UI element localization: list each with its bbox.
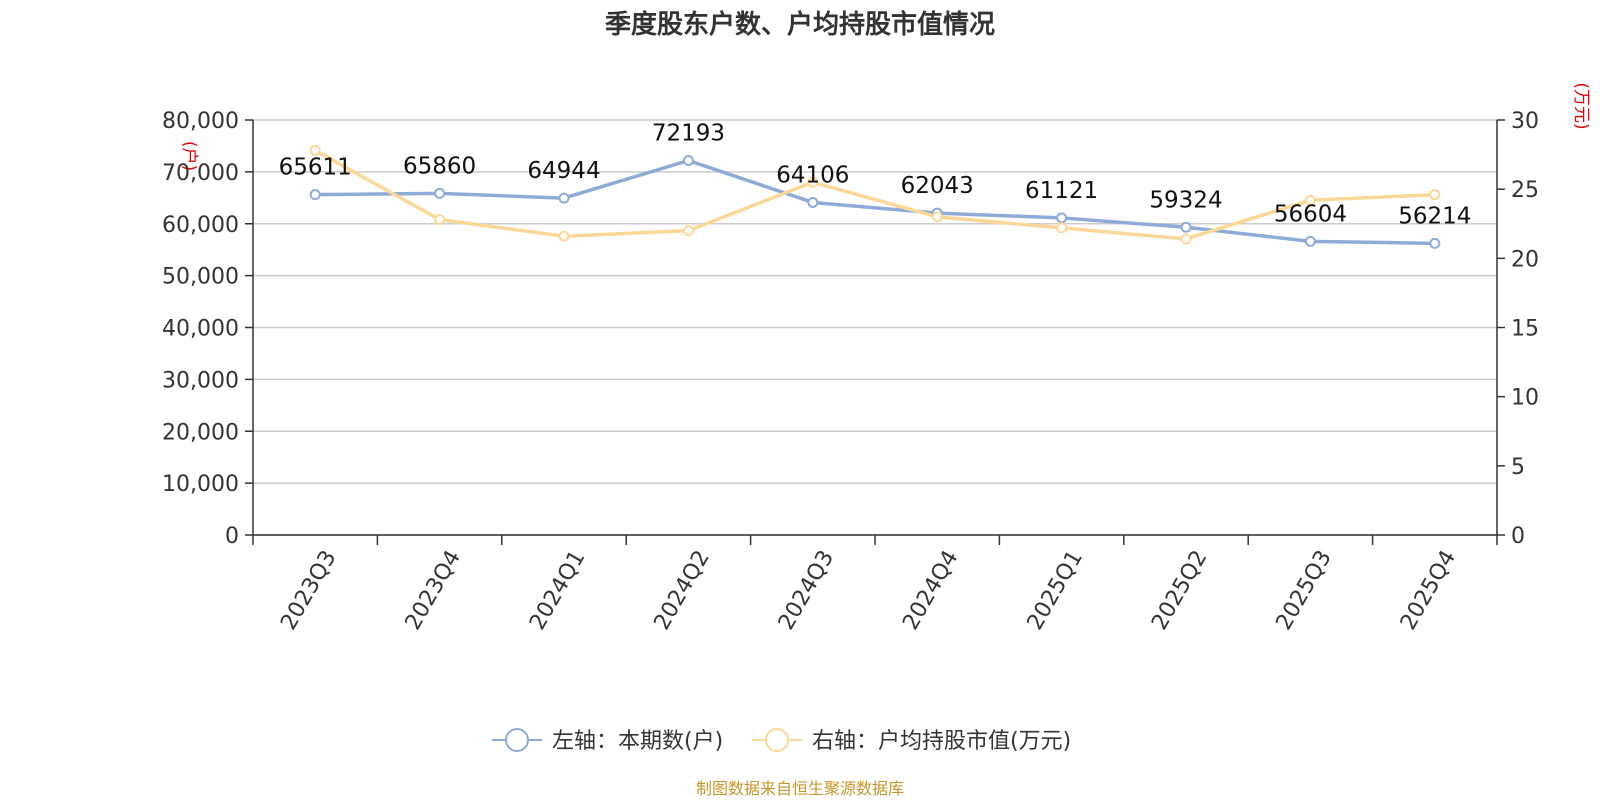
x-tick-label: 2024Q3 [774, 546, 839, 634]
grid-lines [253, 119, 1497, 536]
left-tick-label: 10,000 [162, 472, 239, 497]
x-tick-label: 2023Q3 [276, 546, 341, 634]
legend-item-2[interactable]: 右轴：户均持股市值(万元) [752, 728, 1071, 754]
right-tick-label: 20 [1511, 247, 1539, 272]
data-label: 56214 [1398, 203, 1471, 229]
series-2-point [309, 144, 321, 156]
series-1-point [1180, 221, 1192, 233]
series-1-point [558, 192, 570, 204]
series-2-point [682, 225, 694, 237]
data-label: 65611 [279, 155, 352, 181]
series-2-point [434, 214, 446, 226]
right-tick-label: 0 [1511, 524, 1525, 549]
data-source: 制图数据来自恒生聚源数据库 [696, 779, 904, 798]
left-tick-label: 70,000 [162, 161, 239, 186]
series-2-point [1429, 189, 1441, 201]
data-label: 56604 [1274, 201, 1347, 227]
series-1-point [807, 196, 819, 208]
legend-item-1[interactable]: 左轴：本期数(户) [492, 728, 723, 754]
series-lines [309, 144, 1441, 249]
left-axis-ticks: 0 10,000 20,000 30,000 40,000 50,000 60,000 70,… [162, 109, 253, 549]
data-label: 61121 [1025, 178, 1098, 204]
legend-marker [765, 728, 789, 752]
right-tick-label: 15 [1511, 317, 1539, 342]
left-tick-label: 0 [225, 524, 239, 549]
left-tick-label: 60,000 [162, 213, 239, 238]
x-tick-label: 2023Q4 [401, 546, 466, 634]
series-2-point [1056, 222, 1068, 234]
series-2-point [931, 211, 943, 223]
series-1-point [1056, 212, 1068, 224]
left-tick-label: 20,000 [162, 420, 239, 445]
legend[interactable]: 左轴：本期数(户) 右轴：户均持股市值(万元) [492, 728, 1071, 754]
series-1-point [309, 189, 321, 201]
left-tick-label: 50,000 [162, 265, 239, 290]
data-label: 64106 [776, 162, 849, 188]
left-tick-label: 40,000 [162, 317, 239, 342]
data-labels: 65611 65860 64944 72193 64106 62043 61121 59324… [279, 120, 1472, 229]
chart-title: 季度股东户数、户均持股市值情况 [605, 9, 995, 40]
x-axis-ticks: 2023Q3 2023Q4 2024Q1 2024Q2 2024Q3 2024Q4 2025… [252, 535, 1498, 634]
x-tick-label: 2024Q2 [650, 546, 715, 634]
data-label: 59324 [1149, 187, 1222, 213]
series-2-point [807, 176, 819, 188]
legend-label: 左轴：本期数(户) [552, 729, 723, 754]
legend-label: 右轴：户均持股市值(万元) [812, 729, 1071, 754]
x-tick-label: 2025Q2 [1147, 546, 1212, 634]
x-tick-label: 2025Q1 [1023, 546, 1088, 634]
series-line-1 [315, 158, 1435, 246]
right-tick-label: 5 [1511, 455, 1525, 480]
data-label: 65860 [403, 153, 476, 179]
series-1-point [1304, 235, 1316, 247]
series-2-point [1180, 233, 1192, 245]
right-tick-label: 25 [1511, 178, 1539, 203]
data-label: 62043 [901, 173, 974, 199]
x-tick-label: 2024Q4 [898, 546, 963, 634]
series-1-point [1429, 237, 1441, 249]
left-axis-unit: (户) [179, 141, 199, 171]
legend-marker [505, 728, 529, 752]
left-tick-label: 30,000 [162, 368, 239, 393]
x-tick-label: 2024Q1 [525, 546, 590, 634]
data-label: 72193 [652, 120, 725, 146]
right-axis-unit: (万元) [1571, 82, 1591, 129]
series-2-point [1304, 194, 1316, 206]
right-tick-label: 30 [1511, 109, 1539, 134]
series-line-2 [314, 148, 1435, 241]
series-2-point [558, 230, 570, 242]
right-tick-label: 10 [1511, 386, 1539, 411]
series-1-point [434, 187, 446, 199]
x-tick-label: 2025Q4 [1396, 546, 1461, 634]
data-label: 64944 [527, 158, 600, 184]
series-1-point [682, 154, 694, 166]
left-tick-label: 80,000 [162, 109, 239, 134]
right-axis-ticks: 0 5 10 15 20 25 30 [1497, 109, 1539, 549]
x-tick-label: 2025Q3 [1272, 546, 1337, 634]
